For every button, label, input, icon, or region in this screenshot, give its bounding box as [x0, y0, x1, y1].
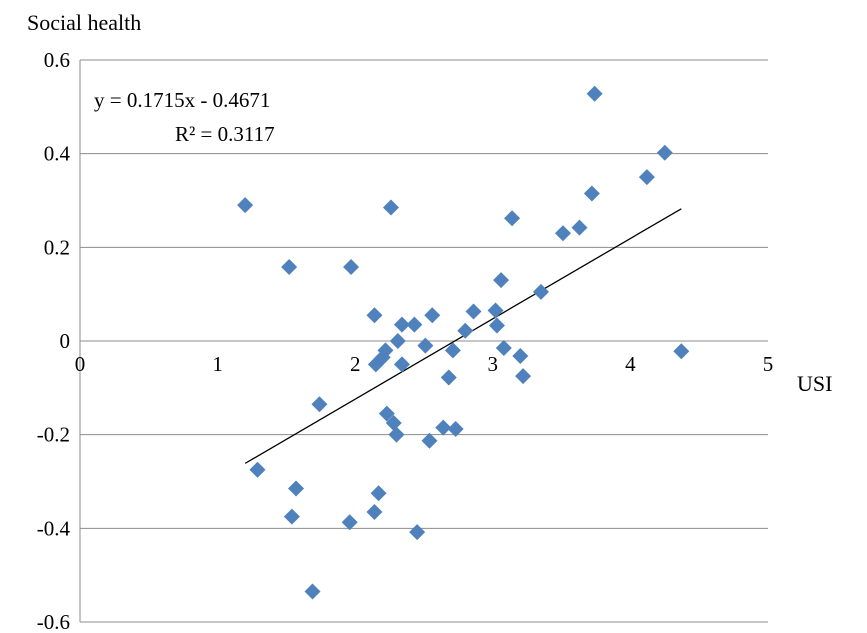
y-tick-label: 0.4: [44, 142, 71, 166]
data-point: [393, 356, 410, 373]
data-point: [288, 480, 305, 497]
data-point: [465, 303, 482, 320]
x-axis-title: USI: [797, 371, 832, 396]
y-tick-label: 0.2: [44, 235, 70, 259]
data-point: [304, 583, 321, 600]
data-point: [504, 210, 521, 227]
data-point: [586, 85, 603, 102]
data-point: [389, 333, 406, 349]
r-squared-label: R² = 0.3117: [175, 122, 275, 146]
y-tick-label: -0.2: [37, 423, 70, 447]
data-point: [515, 368, 532, 385]
x-tick-label: 5: [763, 352, 774, 376]
x-tick-label: 2: [350, 352, 361, 376]
data-point: [281, 259, 298, 276]
data-point: [488, 317, 505, 334]
y-tick-label: -0.6: [37, 610, 70, 633]
data-point: [444, 342, 461, 359]
y-tick-labels: 0.6 0.4 0.2 0 -0.2 -0.4 -0.6: [37, 48, 71, 633]
data-point: [388, 426, 405, 443]
y-tick-label: 0.6: [44, 48, 70, 72]
data-point: [493, 272, 510, 289]
data-point: [343, 259, 360, 276]
data-point: [571, 219, 588, 236]
data-point: [435, 419, 452, 436]
trendline-equation: y = 0.1715x - 0.4671: [94, 88, 270, 112]
data-point: [656, 144, 673, 161]
data-point: [366, 307, 383, 324]
x-tick-label: 0: [75, 352, 86, 376]
data-point: [512, 347, 529, 364]
data-point: [406, 316, 423, 333]
data-point: [638, 169, 655, 186]
x-tick-label: 1: [212, 352, 223, 376]
data-point: [370, 485, 387, 502]
data-point: [554, 225, 571, 242]
data-point: [311, 396, 328, 413]
data-point: [366, 503, 383, 520]
gridlines: [80, 59, 768, 623]
y-axis-title: Social health: [27, 10, 141, 35]
data-point: [440, 369, 457, 386]
data-point: [409, 524, 426, 541]
data-point: [385, 414, 402, 431]
data-point: [382, 199, 399, 216]
data-point: [583, 185, 600, 202]
data-point: [378, 405, 395, 422]
data-point: [487, 302, 504, 319]
data-point: [457, 322, 474, 339]
data-point: [249, 461, 266, 478]
data-point: [421, 432, 438, 449]
data-point: [447, 421, 464, 438]
x-tick-label: 4: [625, 352, 636, 376]
x-tick-label: 3: [488, 352, 499, 376]
data-points: [237, 85, 690, 600]
y-tick-label: -0.4: [37, 516, 71, 540]
data-point: [495, 340, 512, 357]
data-point: [283, 508, 300, 525]
data-point: [377, 342, 394, 359]
data-point: [341, 514, 358, 531]
data-point: [673, 343, 690, 360]
x-tick-labels: 0 1 2 3 4 5: [75, 352, 774, 376]
data-point: [393, 316, 410, 333]
data-point: [424, 307, 441, 324]
y-tick-label: 0: [60, 329, 71, 353]
data-point: [237, 197, 254, 214]
data-point: [532, 283, 549, 300]
data-point: [417, 337, 434, 354]
